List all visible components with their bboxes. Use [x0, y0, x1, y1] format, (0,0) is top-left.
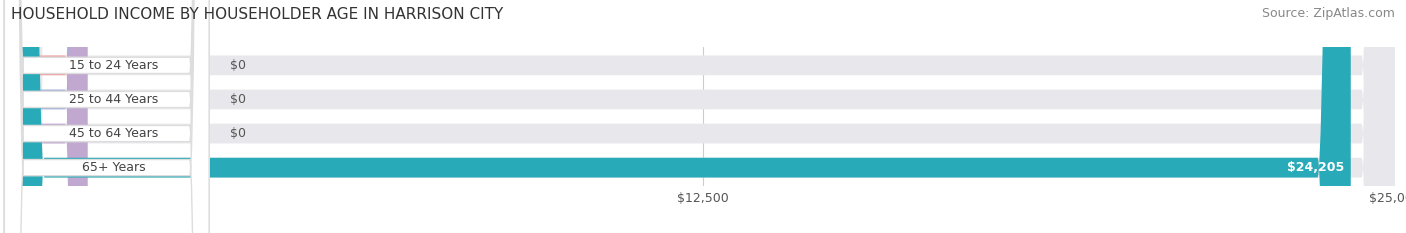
- Text: $0: $0: [229, 127, 246, 140]
- FancyBboxPatch shape: [11, 0, 1351, 233]
- FancyBboxPatch shape: [11, 0, 87, 233]
- Text: 25 to 44 Years: 25 to 44 Years: [69, 93, 159, 106]
- FancyBboxPatch shape: [4, 0, 209, 233]
- FancyBboxPatch shape: [4, 0, 209, 233]
- FancyBboxPatch shape: [4, 0, 209, 233]
- FancyBboxPatch shape: [11, 0, 1395, 233]
- FancyBboxPatch shape: [11, 0, 1395, 233]
- Text: 45 to 64 Years: 45 to 64 Years: [69, 127, 159, 140]
- FancyBboxPatch shape: [11, 0, 87, 233]
- Text: 15 to 24 Years: 15 to 24 Years: [69, 59, 159, 72]
- Text: 65+ Years: 65+ Years: [82, 161, 145, 174]
- Text: $0: $0: [229, 59, 246, 72]
- Text: Source: ZipAtlas.com: Source: ZipAtlas.com: [1261, 7, 1395, 20]
- FancyBboxPatch shape: [11, 0, 1395, 233]
- FancyBboxPatch shape: [11, 0, 87, 233]
- FancyBboxPatch shape: [11, 0, 1395, 233]
- Text: $0: $0: [229, 93, 246, 106]
- Text: $24,205: $24,205: [1286, 161, 1344, 174]
- Text: HOUSEHOLD INCOME BY HOUSEHOLDER AGE IN HARRISON CITY: HOUSEHOLD INCOME BY HOUSEHOLDER AGE IN H…: [11, 7, 503, 22]
- FancyBboxPatch shape: [4, 0, 209, 233]
